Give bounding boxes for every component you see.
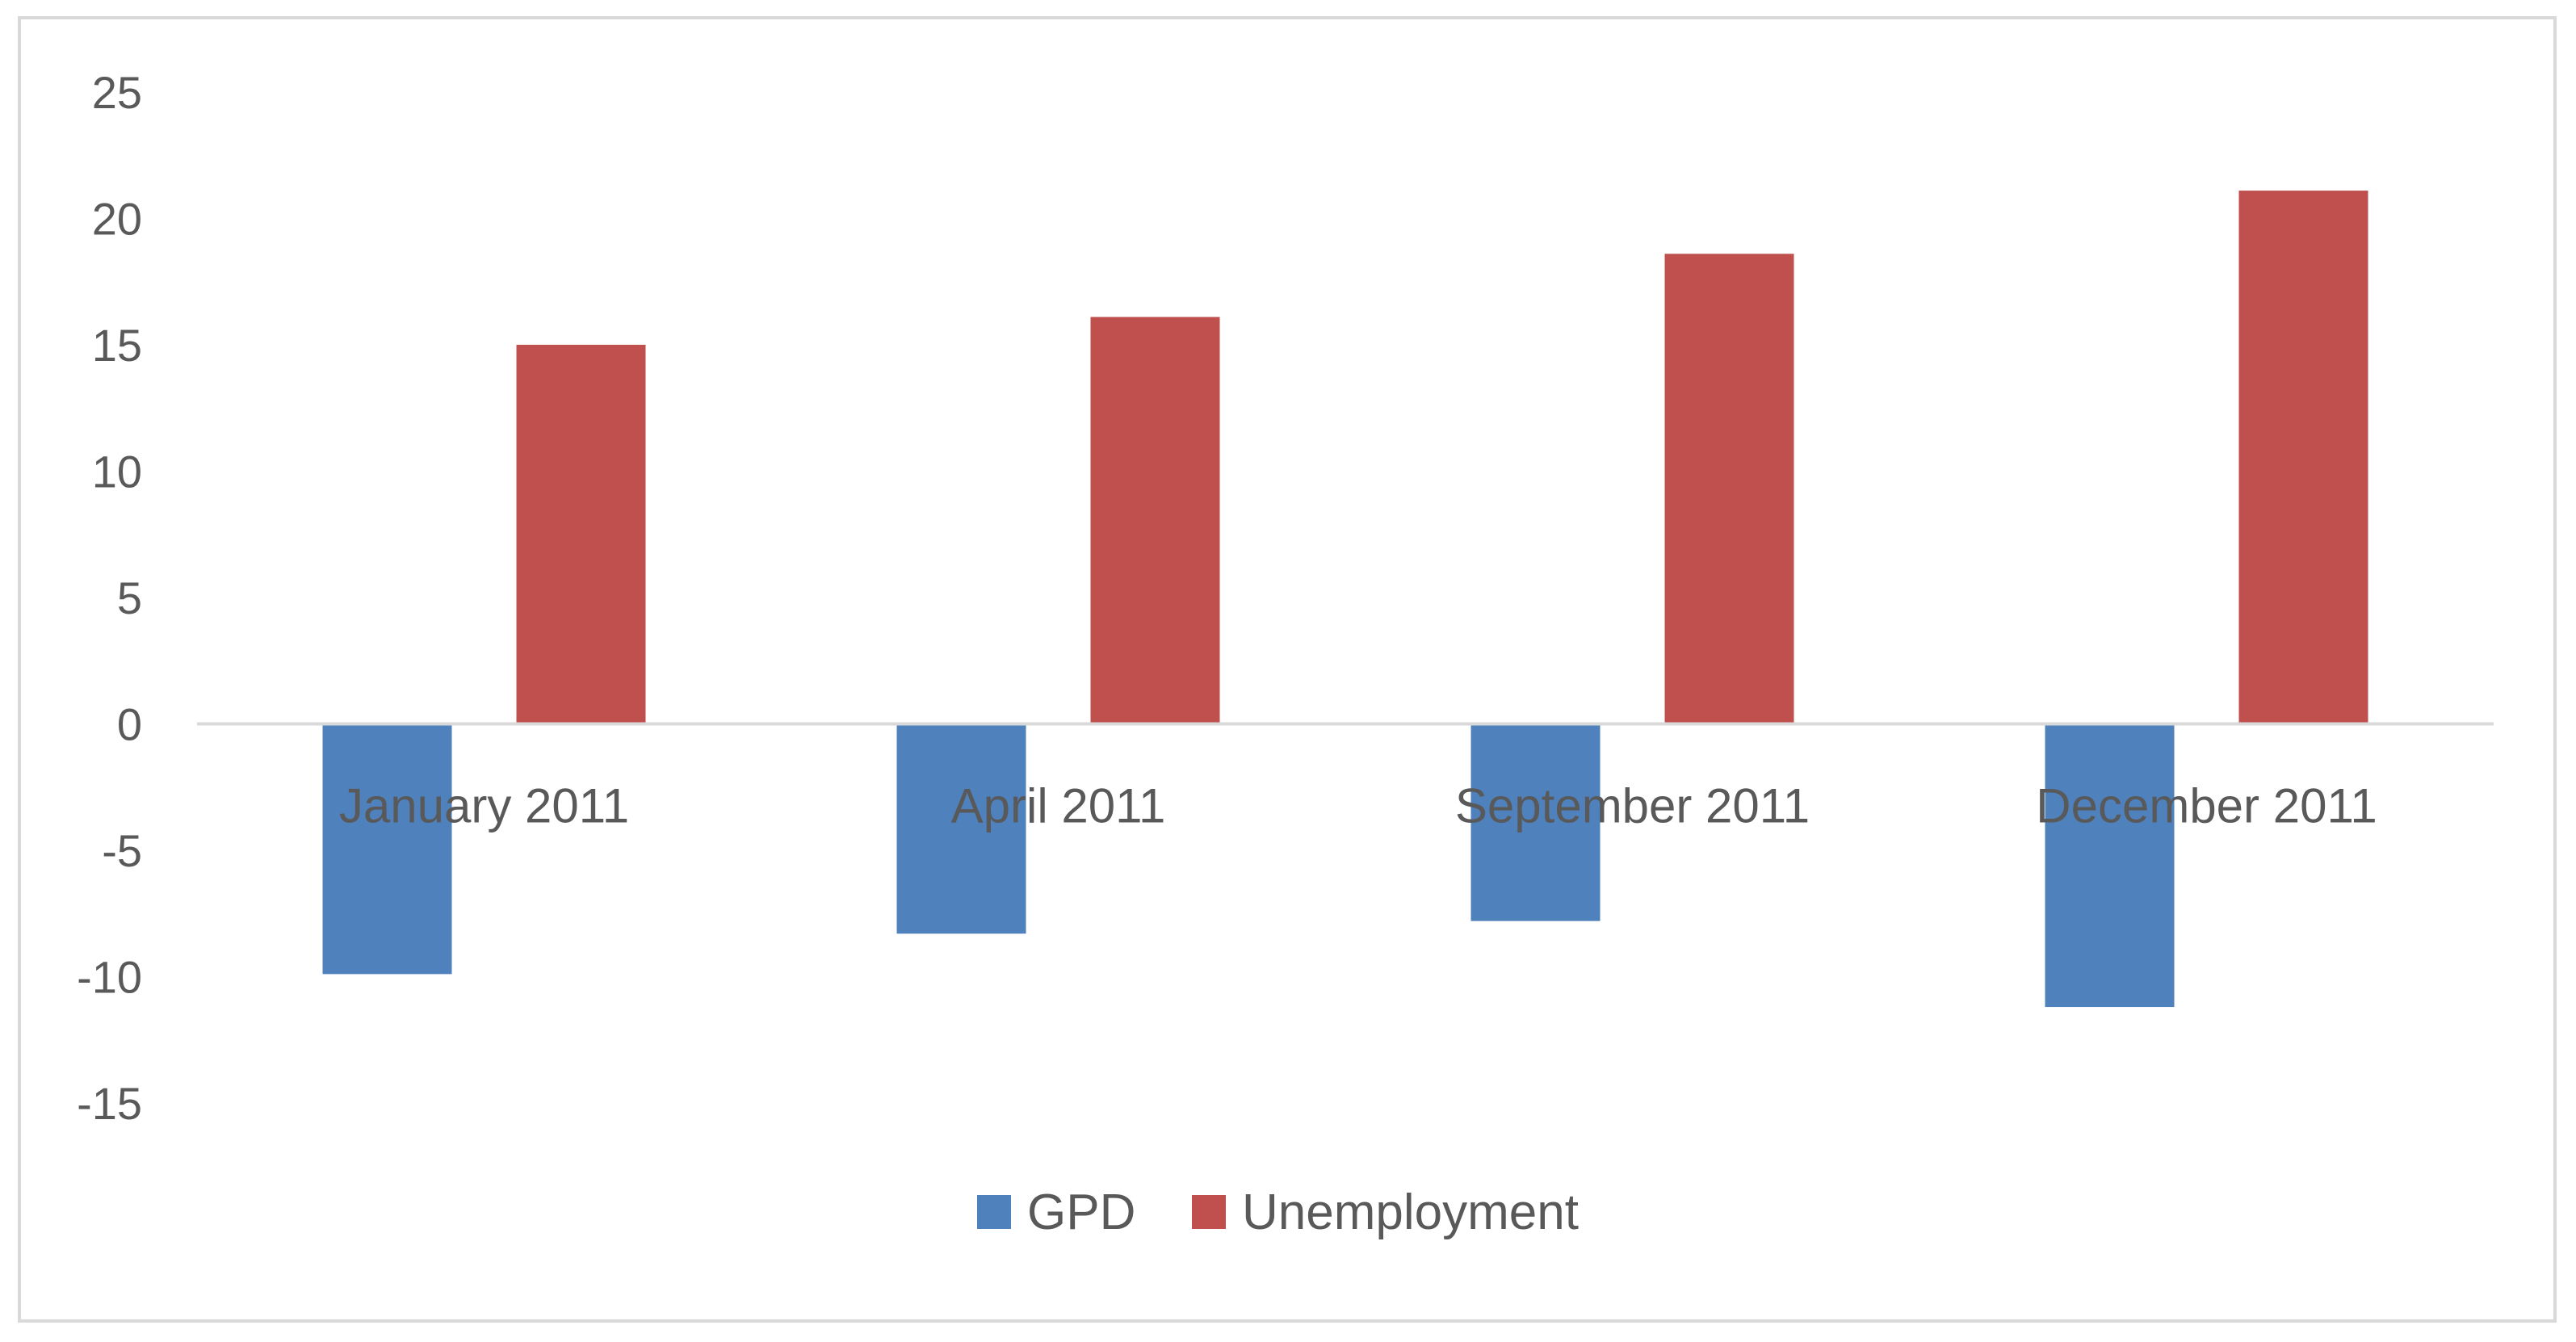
- gpd-bar: [896, 723, 1026, 934]
- legend: GPD Unemployment: [977, 1185, 1579, 1240]
- y-tick-label: -10: [77, 952, 142, 1003]
- y-tick-label: -15: [77, 1078, 142, 1129]
- gpd-bar: [2045, 723, 2175, 1008]
- legend-item-unemployment: Unemployment: [1192, 1185, 1579, 1240]
- x-category-label: December 2011: [2036, 779, 2377, 833]
- unemployment-bar: [2238, 191, 2368, 724]
- legend-swatch: [1192, 1195, 1226, 1229]
- x-axis-labels: January 2011 April 2011 September 2011 Dece…: [339, 779, 2377, 833]
- y-tick-label: 0: [117, 699, 142, 750]
- unemployment-bar: [516, 345, 646, 724]
- legend-swatch: [977, 1195, 1011, 1229]
- y-tick-label: -5: [102, 825, 142, 876]
- y-tick-label: 5: [117, 572, 142, 623]
- y-tick-label: 10: [92, 447, 142, 497]
- gpd-bar: [322, 723, 452, 975]
- x-category-label: September 2011: [1455, 779, 1810, 833]
- legend-label: GPD: [1027, 1185, 1135, 1240]
- unemployment-bar: [1664, 254, 1794, 724]
- bars: [322, 191, 2368, 1008]
- y-tick-label: 20: [92, 194, 142, 245]
- y-axis-labels: 25 20 15 10 5 0 -5 -10 -15: [77, 67, 142, 1129]
- x-category-label: January 2011: [339, 779, 629, 833]
- unemployment-bar: [1090, 317, 1220, 724]
- x-category-label: April 2011: [951, 779, 1166, 833]
- gpd-bar: [1471, 723, 1601, 921]
- legend-label: Unemployment: [1242, 1185, 1579, 1240]
- y-tick-label: 15: [92, 320, 142, 371]
- chart-frame: [18, 16, 2557, 1323]
- legend-item-gpd: GPD: [977, 1185, 1135, 1240]
- y-tick-label: 25: [92, 67, 142, 118]
